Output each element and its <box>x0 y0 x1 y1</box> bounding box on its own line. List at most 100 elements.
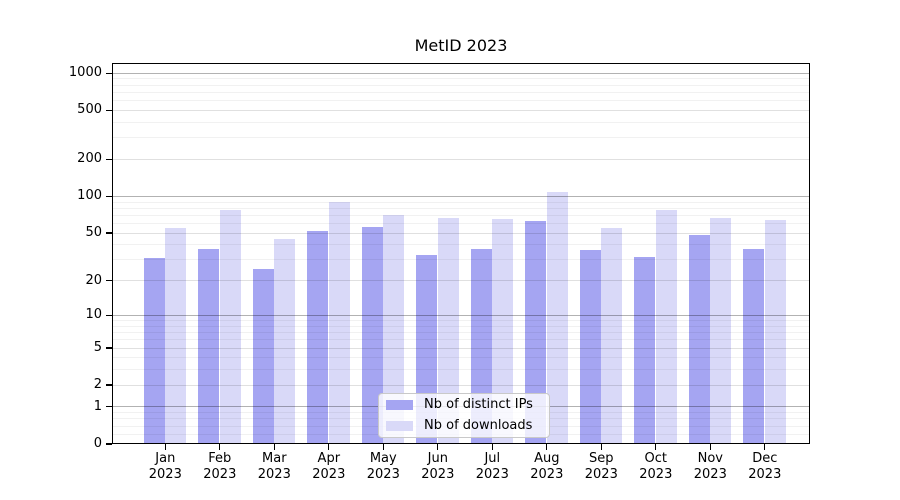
bar-downloads-jun <box>437 217 459 443</box>
x-tick-month: Oct <box>644 451 668 466</box>
x-tick-label-jun: Jun 2023 <box>408 451 468 483</box>
bar-downloads-dec <box>764 220 786 443</box>
x-tick-month: May <box>369 451 397 466</box>
bar-downloads-nov <box>710 217 732 443</box>
grid-line-y-20 <box>113 280 809 282</box>
x-tick-month: Apr <box>317 451 341 466</box>
x-tick-label-jan: Jan 2023 <box>135 451 195 483</box>
y-tick-200 <box>106 158 112 161</box>
bar-distinct-ips-jan <box>143 258 165 443</box>
bar-downloads-sep <box>601 228 623 443</box>
y-tick-label-0: 0 <box>93 436 102 451</box>
y-tick-1000 <box>106 72 112 74</box>
x-tick-jul <box>491 444 493 450</box>
x-tick-month: Mar <box>262 451 287 466</box>
grid-line-y-700 <box>113 91 809 93</box>
grid-line-y-90 <box>113 201 809 203</box>
x-tick-label-apr: Apr 2023 <box>299 451 359 483</box>
x-tick-label-mar: Mar 2023 <box>244 451 304 483</box>
x-tick-sep <box>600 444 602 450</box>
y-tick-label-5: 5 <box>93 339 102 355</box>
bar-distinct-ips-apr <box>307 231 329 443</box>
y-tick-label-500: 500 <box>77 102 102 118</box>
y-tick-500 <box>106 109 112 111</box>
bar-downloads-aug <box>546 191 568 443</box>
x-tick-year: 2023 <box>312 467 346 482</box>
y-tick-label-100: 100 <box>77 188 102 204</box>
y-tick-5 <box>106 347 112 349</box>
bar-distinct-ips-nov <box>688 235 710 443</box>
grid-line-y-30 <box>113 259 809 261</box>
legend-label-distinct-ips: Nb of distinct IPs <box>424 397 533 412</box>
bar-distinct-ips-dec <box>743 249 765 443</box>
x-tick-jan <box>164 444 166 450</box>
grid-line-y-600 <box>113 100 809 102</box>
x-tick-apr <box>328 444 330 450</box>
y-tick-label-1: 1 <box>93 398 102 414</box>
x-tick-month: Jan <box>155 451 176 466</box>
x-tick-year: 2023 <box>584 467 618 482</box>
x-tick-dec <box>764 444 766 450</box>
x-tick-label-may: May 2023 <box>353 451 413 483</box>
x-tick-month: Dec <box>752 451 778 466</box>
y-tick-2 <box>106 384 112 386</box>
grid-line-y-80 <box>113 207 809 209</box>
x-tick-label-jul: Jul 2023 <box>462 451 522 483</box>
y-tick-label-20: 20 <box>85 272 102 288</box>
x-tick-year: 2023 <box>366 467 400 482</box>
x-tick-month: Jul <box>484 451 501 466</box>
x-tick-label-aug: Aug 2023 <box>517 451 577 483</box>
x-tick-year: 2023 <box>748 467 782 482</box>
y-tick-0 <box>106 443 112 445</box>
x-tick-year: 2023 <box>475 467 509 482</box>
grid-line-y-4 <box>113 357 809 359</box>
plot-area <box>112 63 810 444</box>
bar-downloads-apr <box>328 202 350 443</box>
bar-downloads-jan <box>165 228 187 443</box>
x-tick-aug <box>546 444 548 450</box>
grid-line-y-200 <box>113 159 809 161</box>
x-tick-feb <box>219 444 221 450</box>
x-tick-year: 2023 <box>148 467 182 482</box>
grid-line-y-800 <box>113 84 809 86</box>
grid-line-y-50 <box>113 232 809 234</box>
x-tick-month: Feb <box>208 451 232 466</box>
bar-distinct-ips-feb <box>198 249 220 443</box>
grid-line-y-60 <box>113 223 809 225</box>
grid-line-y-100 <box>113 195 809 197</box>
x-tick-year: 2023 <box>257 467 291 482</box>
x-tick-month: Jun <box>427 451 448 466</box>
x-tick-year: 2023 <box>639 467 673 482</box>
bar-distinct-ips-oct <box>634 256 656 443</box>
legend-item-distinct-ips: Nb of distinct IPs <box>386 396 549 414</box>
y-tick-100 <box>106 195 112 197</box>
grid-line-y-2 <box>113 384 809 386</box>
grid-line-y-10 <box>113 314 809 316</box>
chart-title: MetID 2023 <box>414 36 508 55</box>
x-tick-oct <box>655 444 657 450</box>
grid-line-y-5 <box>113 347 809 349</box>
bar-downloads-may <box>383 214 405 443</box>
x-tick-month: Sep <box>589 451 614 466</box>
grid-line-y-70 <box>113 214 809 216</box>
grid-line-y-400 <box>113 121 809 123</box>
legend-swatch-downloads <box>386 421 413 431</box>
y-tick-10 <box>106 314 112 316</box>
y-tick-1 <box>106 406 112 408</box>
legend-swatch-distinct-ips <box>386 400 413 410</box>
y-tick-label-2: 2 <box>93 377 102 393</box>
bar-downloads-feb <box>219 210 241 443</box>
y-tick-label-200: 200 <box>77 151 102 167</box>
x-tick-label-oct: Oct 2023 <box>626 451 686 483</box>
y-tick-label-1000: 1000 <box>68 65 102 81</box>
grid-line-y-40 <box>113 244 809 246</box>
legend-item-downloads: Nb of downloads <box>386 417 549 435</box>
bar-distinct-ips-sep <box>579 250 601 443</box>
x-tick-may <box>382 444 384 450</box>
grid-line-y-300 <box>113 137 809 139</box>
x-tick-year: 2023 <box>421 467 455 482</box>
x-tick-year: 2023 <box>203 467 237 482</box>
grid-line-y-500 <box>113 110 809 111</box>
bar-downloads-mar <box>274 238 296 443</box>
y-tick-label-50: 50 <box>85 224 102 240</box>
